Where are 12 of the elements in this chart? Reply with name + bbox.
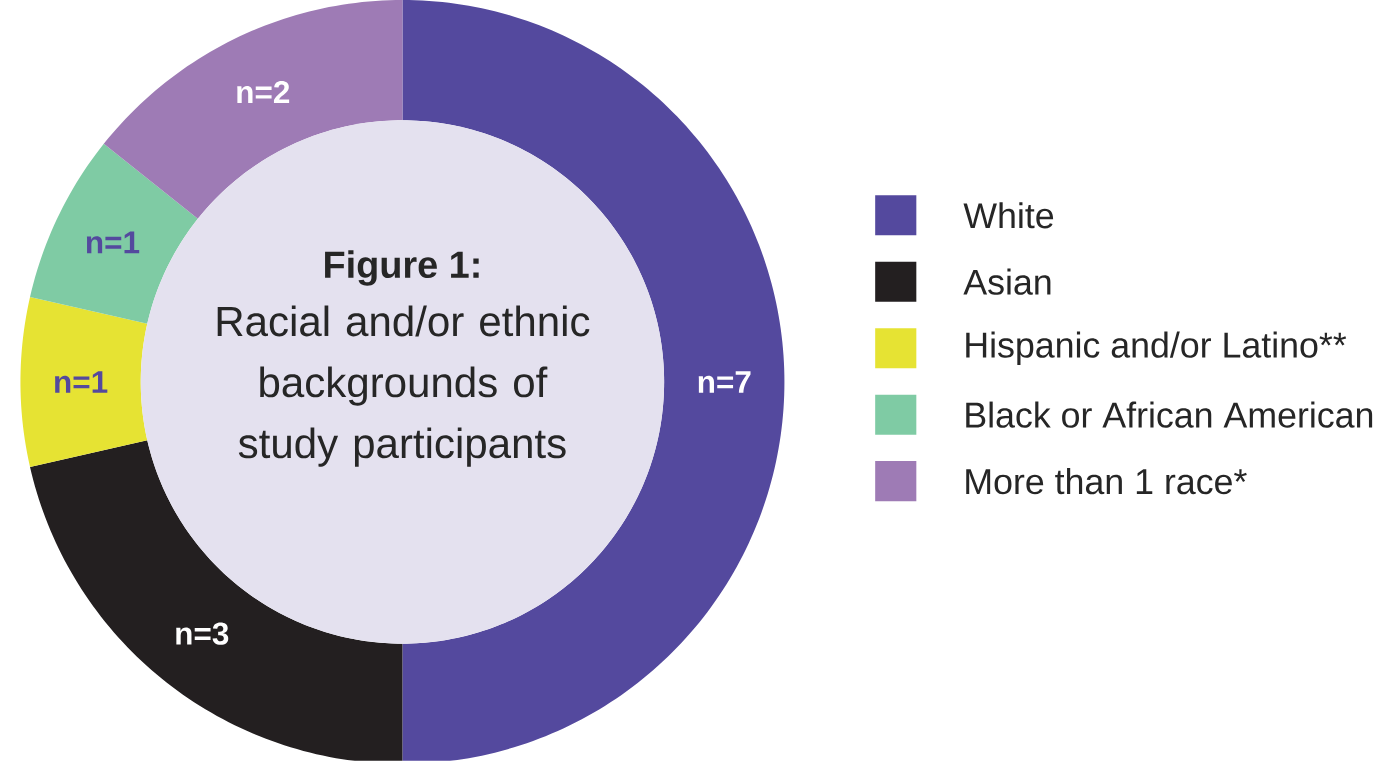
- data-label: n=2: [237, 81, 290, 104]
- legend-label: Black or African American: [966, 401, 1373, 428]
- legend-label: Hispanic and/or Latino**: [966, 331, 1347, 365]
- legend-label: White: [963, 202, 1054, 229]
- legend-label: More than 1 race*: [966, 468, 1247, 495]
- data-label: n=1: [86, 231, 140, 254]
- text: Racial and/or ethnic backgrounds of study participants: [217, 305, 590, 467]
- data-label: n=1: [55, 371, 108, 393]
- text: Figure 1:: [325, 250, 479, 286]
- data-label: n=7: [698, 371, 751, 393]
- data-label: n=3: [176, 622, 229, 645]
- legend-label: Asian: [963, 268, 1051, 295]
